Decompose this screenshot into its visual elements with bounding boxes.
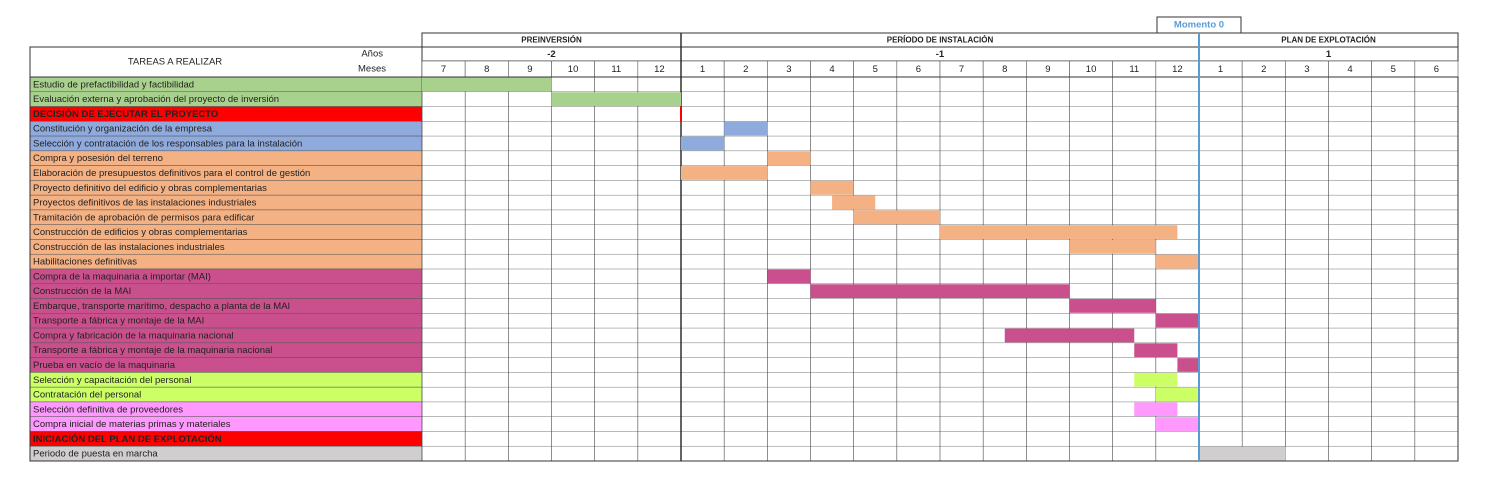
task-label: Selección y contratación de los responsa… [33, 138, 302, 149]
task-bar [1155, 417, 1199, 431]
task-label: Periodo de puesta en marcha [33, 449, 158, 460]
task-bar [724, 121, 768, 136]
task-bar [1155, 387, 1199, 402]
milestone-mark [680, 106, 682, 122]
phase-label: PLAN DE EXPLOTACIÓN [1281, 36, 1376, 45]
phase-label: PERÍODO DE INSTALACIÓN [887, 36, 994, 45]
task-label: INICIACIÓN DEL PLAN DE EXPLOTACIÓN [33, 433, 222, 445]
task-label: Construcción de edificios y obras comple… [33, 227, 248, 238]
tasks-header: TAREAS A REALIZAR [128, 57, 222, 68]
month-label: 6 [1434, 64, 1439, 75]
task-bar [1069, 299, 1156, 313]
task-bar [1199, 446, 1286, 461]
task-bar [551, 92, 681, 107]
task-label: Prueba en vacío de la maquinaria [33, 360, 176, 371]
task-label: Construcción de las instalaciones indust… [33, 242, 225, 253]
phase-label: PREINVERSIÓN [521, 36, 582, 45]
task-bar [1134, 402, 1178, 417]
month-label: 4 [829, 64, 834, 75]
task-bar [1004, 328, 1135, 343]
month-label: 2 [1261, 64, 1266, 75]
month-label: 10 [568, 64, 579, 75]
task-bar [1134, 372, 1178, 387]
month-label: 3 [786, 64, 791, 75]
task-label: Tramitación de aprobación de permisos pa… [33, 212, 254, 223]
task-label: Construcción de la MAI [33, 286, 131, 297]
task-bar [853, 210, 940, 225]
task-bar [422, 77, 552, 92]
table-border [29, 76, 1459, 462]
task-label: Compra y fabricación de la maquinaria na… [33, 330, 234, 341]
task-bar [767, 151, 811, 166]
month-label: 12 [654, 64, 665, 75]
task-label: Selección definitiva de proveedores [33, 404, 183, 415]
year-label: -2 [547, 49, 555, 60]
month-label: 5 [873, 64, 878, 75]
month-label: 8 [484, 64, 489, 75]
task-bar [810, 284, 1070, 299]
month-label: 7 [441, 64, 446, 75]
month-label: 1 [1218, 64, 1223, 75]
month-label: 9 [527, 64, 532, 75]
task-label: Selección y capacitación del personal [33, 375, 191, 386]
year-label: -1 [936, 49, 945, 60]
task-bar [1177, 358, 1199, 372]
task-bar [1069, 239, 1156, 254]
task-label: Elaboración de presupuestos definitivos … [33, 168, 310, 179]
month-label: 3 [1304, 64, 1309, 75]
month-label: 6 [916, 64, 921, 75]
task-label: Transporte a fábrica y montaje de la MAI [33, 316, 204, 327]
month-label: 12 [1172, 64, 1183, 75]
month-label: 9 [1045, 64, 1050, 75]
month-label: 5 [1391, 64, 1396, 75]
month-label: 8 [1002, 64, 1007, 75]
year-label: 1 [1326, 49, 1332, 60]
task-bar [1155, 254, 1199, 269]
task-label: Compra y posesión del terreno [33, 153, 163, 164]
task-label: Embarque, transporte marítimo, despacho … [33, 301, 290, 312]
task-label: Proyectos definitivos de las instalacion… [33, 198, 257, 209]
month-label: 10 [1086, 64, 1097, 75]
task-label: Contratación del personal [33, 390, 141, 401]
task-bar [832, 195, 876, 210]
header-box [29, 46, 423, 78]
month-label: 1 [700, 64, 705, 75]
month-label: 2 [743, 64, 748, 75]
milestone-label: Momento 0 [1174, 20, 1224, 31]
task-bar [1134, 343, 1178, 358]
month-label: 11 [1129, 64, 1139, 75]
month-label: 4 [1347, 64, 1352, 75]
task-bar [681, 166, 768, 180]
task-label: Compra de la maquinaria a importar (MAI) [33, 271, 211, 282]
task-label: Evaluación externa y aprobación del proy… [33, 94, 279, 105]
task-label: Habilitaciones definitivas [33, 257, 137, 268]
task-label: DECISIÓN DE EJECUTAR EL PROYECTO [33, 108, 218, 120]
task-bar [681, 136, 725, 151]
task-label: Constitución y organización de la empres… [33, 124, 213, 135]
task-bar [810, 180, 854, 195]
task-label: Compra inicial de materias primas y mate… [33, 419, 231, 430]
months-header: Meses [358, 64, 386, 75]
month-label: 7 [959, 64, 964, 75]
task-label: Transporte a fábrica y montaje de la maq… [33, 345, 272, 356]
month-label: 11 [611, 64, 621, 75]
task-bar [767, 269, 811, 284]
task-label: Estudio de prefactibilidad y factibilida… [33, 79, 194, 90]
task-bar [1155, 313, 1199, 328]
task-label: Proyecto definitivo del edificio y obras… [33, 183, 267, 194]
years-header: Años [361, 49, 383, 60]
task-bar [940, 225, 1178, 239]
